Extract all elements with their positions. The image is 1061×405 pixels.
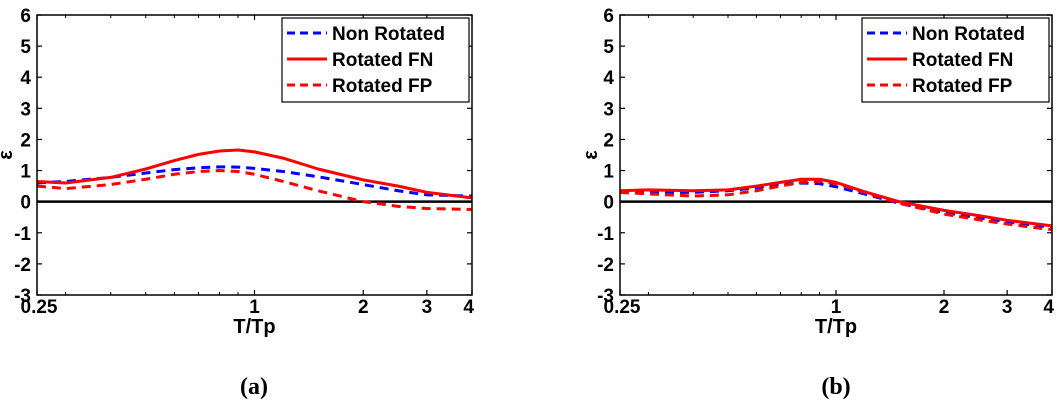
panel-caption: (a) bbox=[240, 374, 268, 400]
series-line-rotated-fn bbox=[37, 148, 472, 200]
y-tick-label: -2 bbox=[597, 255, 614, 276]
y-tick-label: 2 bbox=[20, 130, 31, 151]
x-tick-label: 1 bbox=[249, 297, 260, 318]
series-line-non-rotated bbox=[620, 181, 1052, 229]
series-line-rotated-fp bbox=[620, 179, 1052, 232]
x-axis-label: T/Tp bbox=[815, 316, 857, 338]
x-tick-label: 2 bbox=[358, 297, 369, 318]
y-axis-label: ε bbox=[0, 150, 17, 160]
y-tick-label: 5 bbox=[603, 37, 614, 58]
x-tick-label: 2 bbox=[939, 297, 950, 318]
x-tick-label: 0.25 bbox=[21, 297, 58, 318]
x-axis-label: T/Tp bbox=[233, 316, 275, 338]
legend-label: Rotated FN bbox=[332, 50, 433, 71]
y-tick-label: 1 bbox=[20, 162, 31, 183]
legend-label: Non Rotated bbox=[912, 24, 1025, 45]
y-tick-label: -2 bbox=[14, 255, 31, 276]
y-tick-label: 4 bbox=[20, 68, 31, 89]
x-tick-label: 0.25 bbox=[604, 297, 641, 318]
y-tick-label: -3 bbox=[597, 286, 614, 307]
y-tick-label: 1 bbox=[603, 162, 614, 183]
panel-caption: (b) bbox=[821, 374, 850, 400]
series-line-rotated-fn bbox=[620, 177, 1052, 228]
y-tick-label: 0 bbox=[20, 193, 31, 214]
y-tick-label: -1 bbox=[14, 224, 31, 245]
y-tick-label: -1 bbox=[597, 224, 614, 245]
x-tick-label: 3 bbox=[1002, 297, 1013, 318]
y-tick-label: 3 bbox=[603, 99, 614, 120]
legend-label: Non Rotated bbox=[332, 24, 445, 45]
y-tick-label: 0 bbox=[603, 193, 614, 214]
y-tick-label: 3 bbox=[20, 99, 31, 120]
y-tick-label: -3 bbox=[14, 286, 31, 307]
y-tick-label: 6 bbox=[20, 6, 31, 27]
legend-label: Rotated FP bbox=[912, 76, 1013, 97]
x-tick-label: 3 bbox=[422, 297, 433, 318]
y-axis-label: ε bbox=[580, 150, 602, 160]
x-tick-label: 4 bbox=[1043, 297, 1054, 318]
y-tick-label: 2 bbox=[603, 130, 614, 151]
y-tick-label: 6 bbox=[603, 6, 614, 27]
chart-panel-0: -3 -2 -1 0 1 2 3 4 5 6 0.25 1 2 3 4 T/Tp ε Non Rotated Rot… bbox=[0, 6, 474, 400]
legend-label: Rotated FP bbox=[332, 76, 433, 97]
legend-label: Rotated FN bbox=[912, 50, 1013, 71]
legend: Non Rotated Rotated FN Rotated FP bbox=[281, 17, 470, 103]
series-line-rotated-fp bbox=[37, 169, 472, 211]
y-tick-label: 5 bbox=[20, 37, 31, 58]
series-line-non-rotated bbox=[37, 165, 472, 198]
chart-panel-1: -3 -2 -1 0 1 2 3 4 5 6 0.25 1 2 3 4 T/Tp ε Non Rotated Rot… bbox=[580, 6, 1054, 400]
x-tick-label: 1 bbox=[831, 297, 842, 318]
x-tick-label: 4 bbox=[463, 297, 474, 318]
legend: Non Rotated Rotated FN Rotated FP bbox=[861, 17, 1050, 103]
y-tick-label: 4 bbox=[603, 68, 614, 89]
